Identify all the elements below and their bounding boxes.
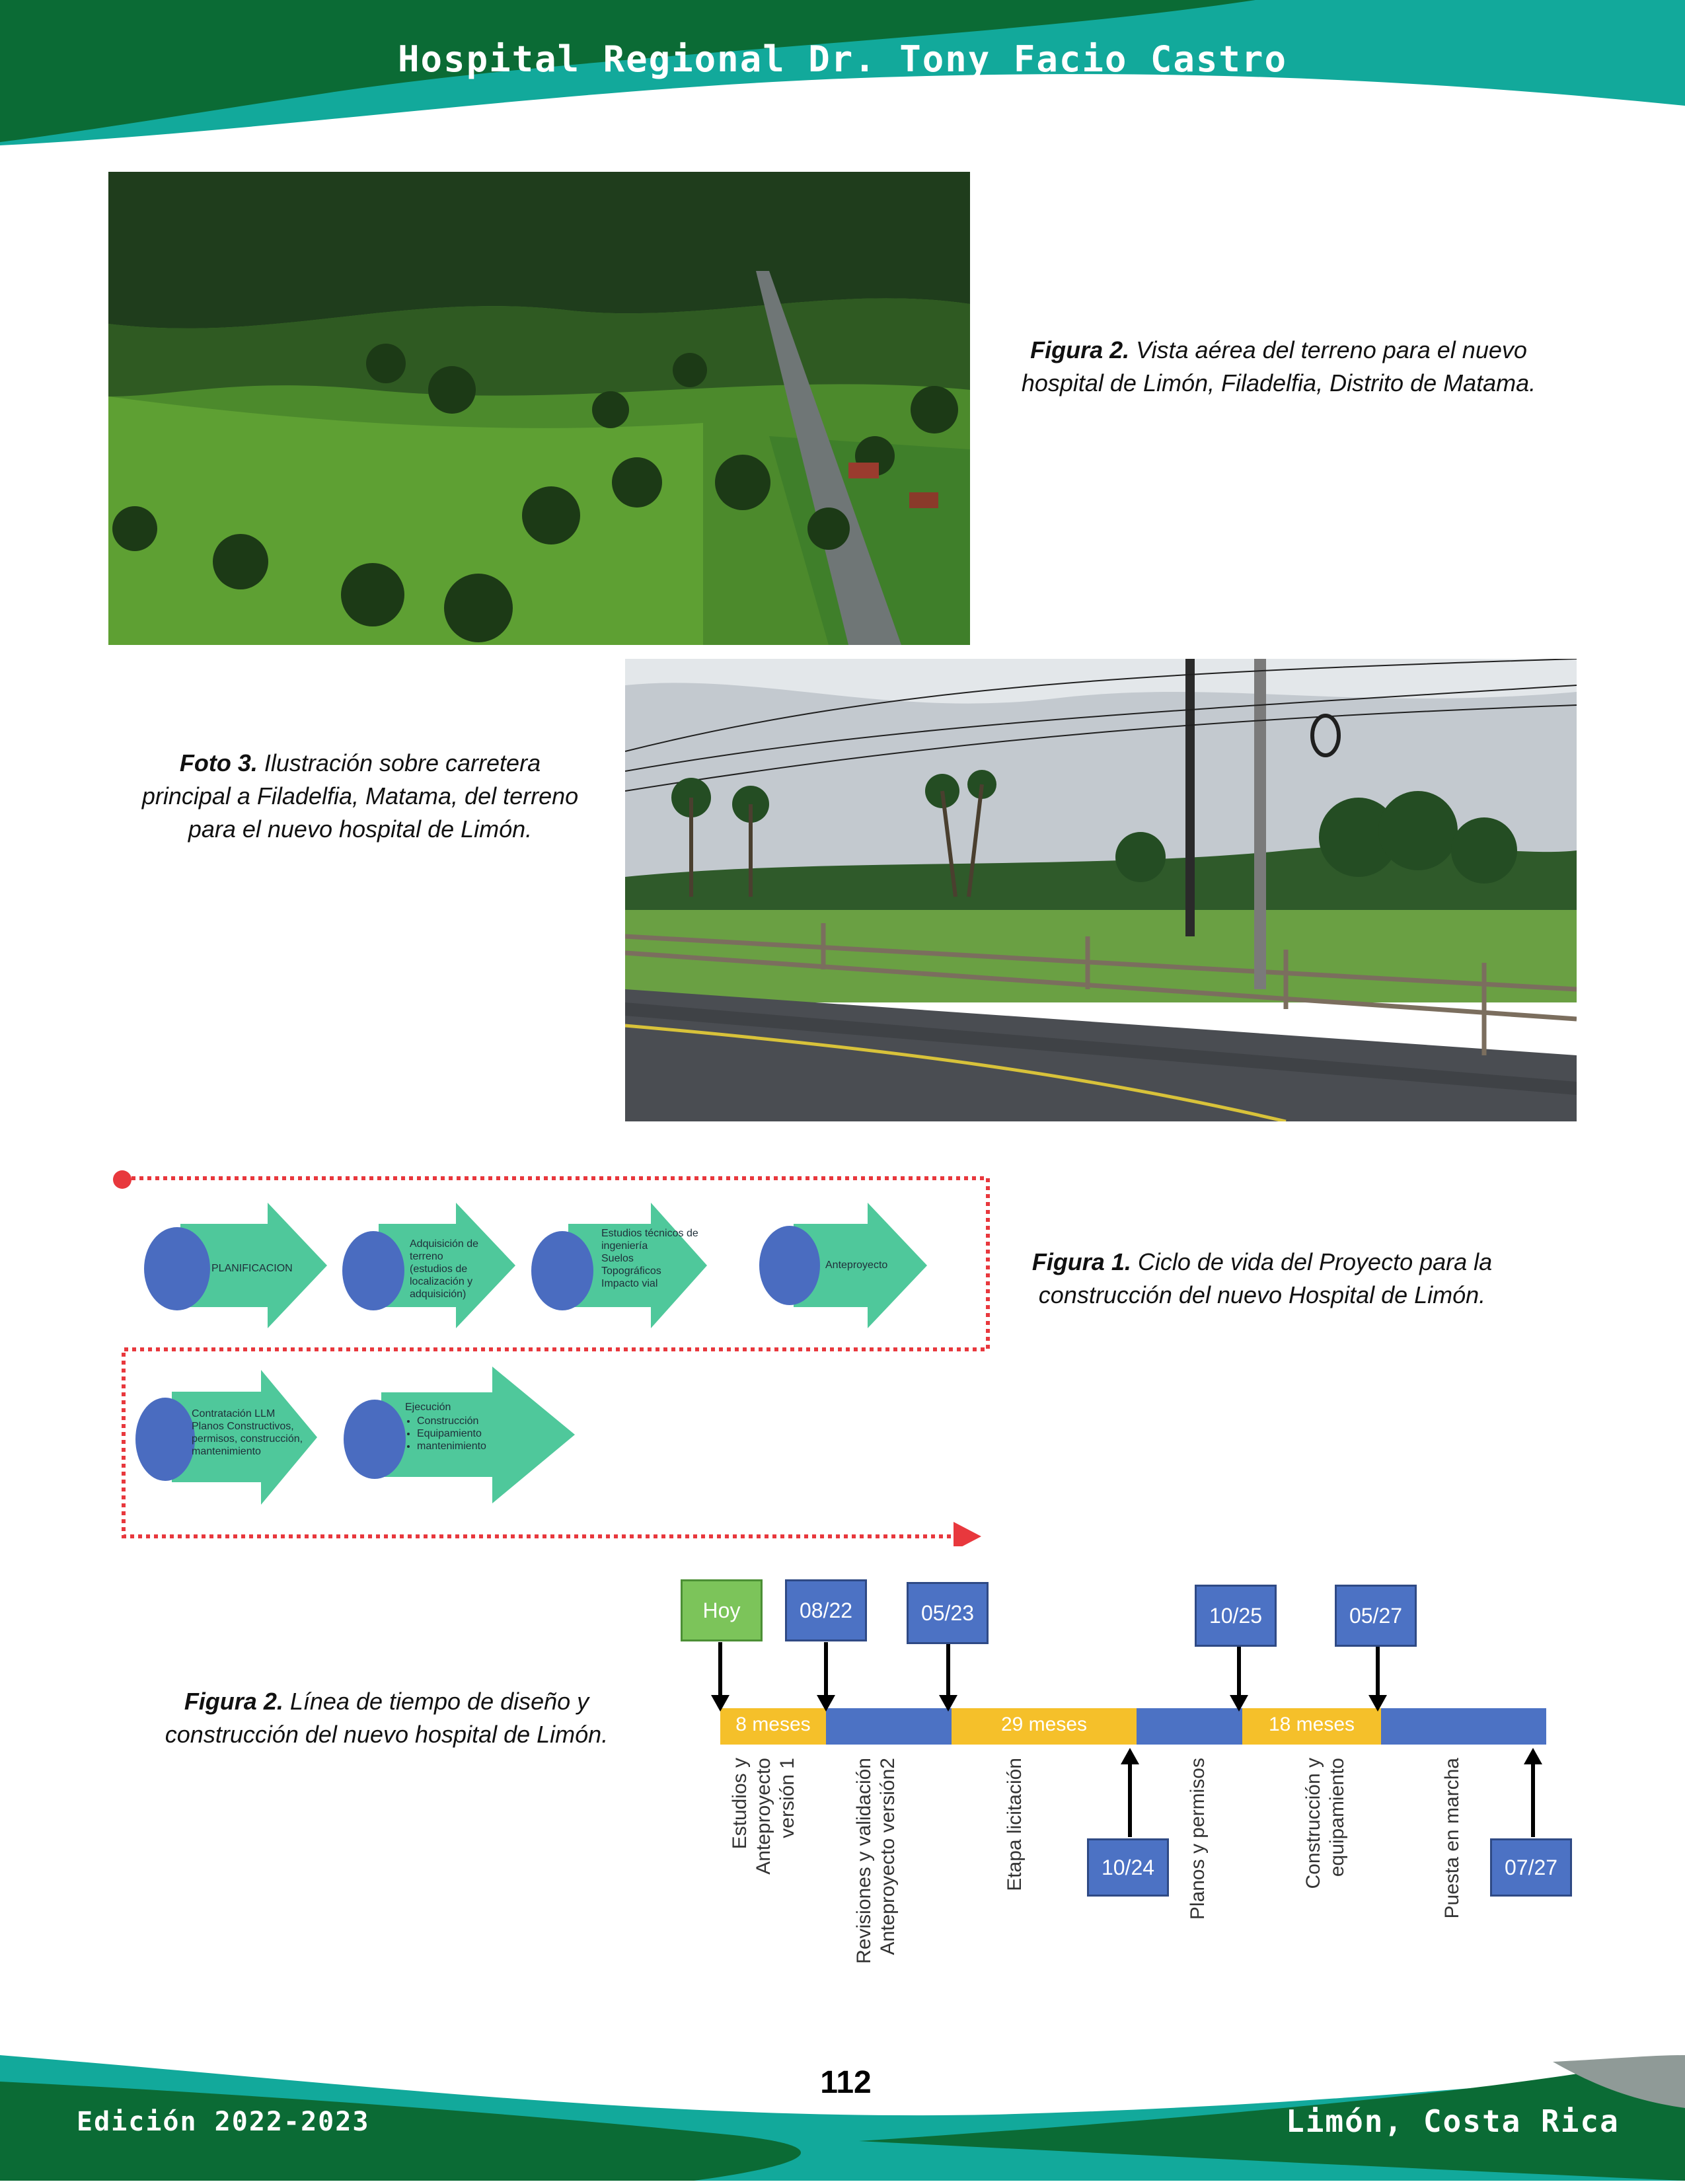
stage-ejecucion-title: Ejecución (405, 1402, 451, 1413)
stage-estudios-item: Suelos (601, 1253, 634, 1264)
road-photo (625, 659, 1577, 1121)
phase-line: Etapa licitación (1004, 1758, 1026, 1891)
stage-ejecucion-item: Construcción (417, 1415, 517, 1427)
phase-line: Construcción y (1302, 1758, 1324, 1889)
phase-line: Estudios y (729, 1758, 751, 1850)
segment-label: 8 meses (735, 1713, 811, 1735)
phase-line: Puesta en marcha (1441, 1758, 1463, 1919)
segment-label: 29 meses (1000, 1713, 1088, 1735)
marker-0527: 05/27 (1335, 1585, 1417, 1647)
marker-1025: 10/25 (1195, 1585, 1277, 1647)
stage-estudios-item: Topográficos (601, 1265, 661, 1277)
stage-ejecucion: Ejecución Construcción Equipamiento mant… (405, 1401, 517, 1452)
timeline-diagram: Hoy 08/22 05/23 10/25 05/27 10/24 07/27 … (674, 1573, 1586, 2022)
stage-anteproyecto: Anteproyecto (825, 1260, 888, 1271)
stage-contratacion-title: Contratación LLM (192, 1408, 276, 1419)
caption-lifecycle: Figura 1. Ciclo de vida del Proyecto par… (1031, 1246, 1493, 1312)
marker-0822: 08/22 (785, 1579, 867, 1641)
caption-lifecycle-label: Figura 1. (1031, 1248, 1131, 1275)
marker-1024: 10/24 (1087, 1838, 1169, 1897)
phase-line: equipamiento (1326, 1758, 1348, 1877)
caption-timeline-text: Línea de tiempo de diseño y construcción… (165, 1688, 609, 1748)
aerial-photo (108, 172, 970, 645)
phase-label: Revisiones y validación Anteproyecto ver… (852, 1758, 900, 2002)
caption-timeline: Figura 2. Línea de tiempo de diseño y co… (155, 1685, 618, 1751)
caption-timeline-label: Figura 2. (184, 1688, 283, 1715)
marker-today: Hoy (681, 1579, 763, 1641)
phase-label: Planos y permisos (1186, 1758, 1210, 1963)
phase-label: Etapa licitación (1003, 1758, 1027, 1923)
header-title: Hospital Regional Dr. Tony Facio Castro (398, 38, 1287, 80)
caption-aerial-text: Vista aérea del terreno para el nuevo ho… (1021, 336, 1536, 396)
footer-place: Limón, Costa Rica (1286, 2103, 1620, 2139)
stage-ejecucion-item: mantenimiento (417, 1440, 517, 1452)
caption-road: Foto 3. Ilustración sobre carretera prin… (139, 747, 581, 846)
caption-aerial: Figura 2. Vista aérea del terreno para e… (1014, 334, 1543, 400)
caption-road-text: Ilustración sobre carretera principal a … (141, 749, 579, 843)
footer-band (0, 2042, 1685, 2181)
stage-contratacion-detail: Planos Constructivos, permisos, construc… (192, 1421, 303, 1457)
phase-line: Planos y permisos (1187, 1758, 1209, 1920)
phase-label: Construcción y equipamiento (1302, 1758, 1349, 1916)
marker-0523: 05/23 (907, 1582, 989, 1644)
caption-aerial-label: Figura 2. (1030, 336, 1130, 363)
footer-edition: Edición 2022-2023 (77, 2107, 370, 2137)
stage-planificacion: PLANIFICACION (211, 1263, 293, 1274)
footer-wave-graphic (0, 2055, 1685, 2181)
phase-line: Anteproyecto (753, 1758, 774, 1875)
header-band (0, 0, 1685, 145)
stage-adquisicion: Adquisición de terreno (estudios de loca… (410, 1238, 479, 1300)
stage-ejecucion-item: Equipamiento (417, 1427, 517, 1440)
page-number: 112 (820, 2065, 872, 2100)
stage-estudios: Estudios técnicos de ingeniería Suelos T… (601, 1227, 700, 1290)
stage-estudios-item: Impacto vial (601, 1278, 658, 1289)
caption-lifecycle-text: Ciclo de vida del Proyecto para la const… (1038, 1248, 1493, 1308)
phase-line: Revisiones y validación (853, 1758, 875, 1964)
segment-label: 18 meses (1268, 1713, 1355, 1735)
phase-label: Puesta en marcha (1441, 1758, 1464, 1943)
phase-line: versión 1 (776, 1758, 798, 1838)
phase-label: Estudios y Anteproyecto versión 1 (728, 1758, 800, 1976)
marker-0727: 07/27 (1490, 1838, 1572, 1897)
lifecycle-graphic (113, 1170, 990, 1546)
header-wave-graphic (0, 0, 1685, 145)
lifecycle-diagram: PLANIFICACION Adquisición de terreno (es… (109, 1166, 994, 1546)
caption-road-label: Foto 3. (179, 749, 258, 776)
phase-line: Anteproyecto versión2 (877, 1758, 899, 1955)
stage-estudios-title: Estudios técnicos de ingeniería (601, 1228, 698, 1252)
timeline-graphic (711, 1642, 1546, 1837)
stage-contratacion: Contratación LLM Planos Constructivos, p… (192, 1408, 324, 1458)
